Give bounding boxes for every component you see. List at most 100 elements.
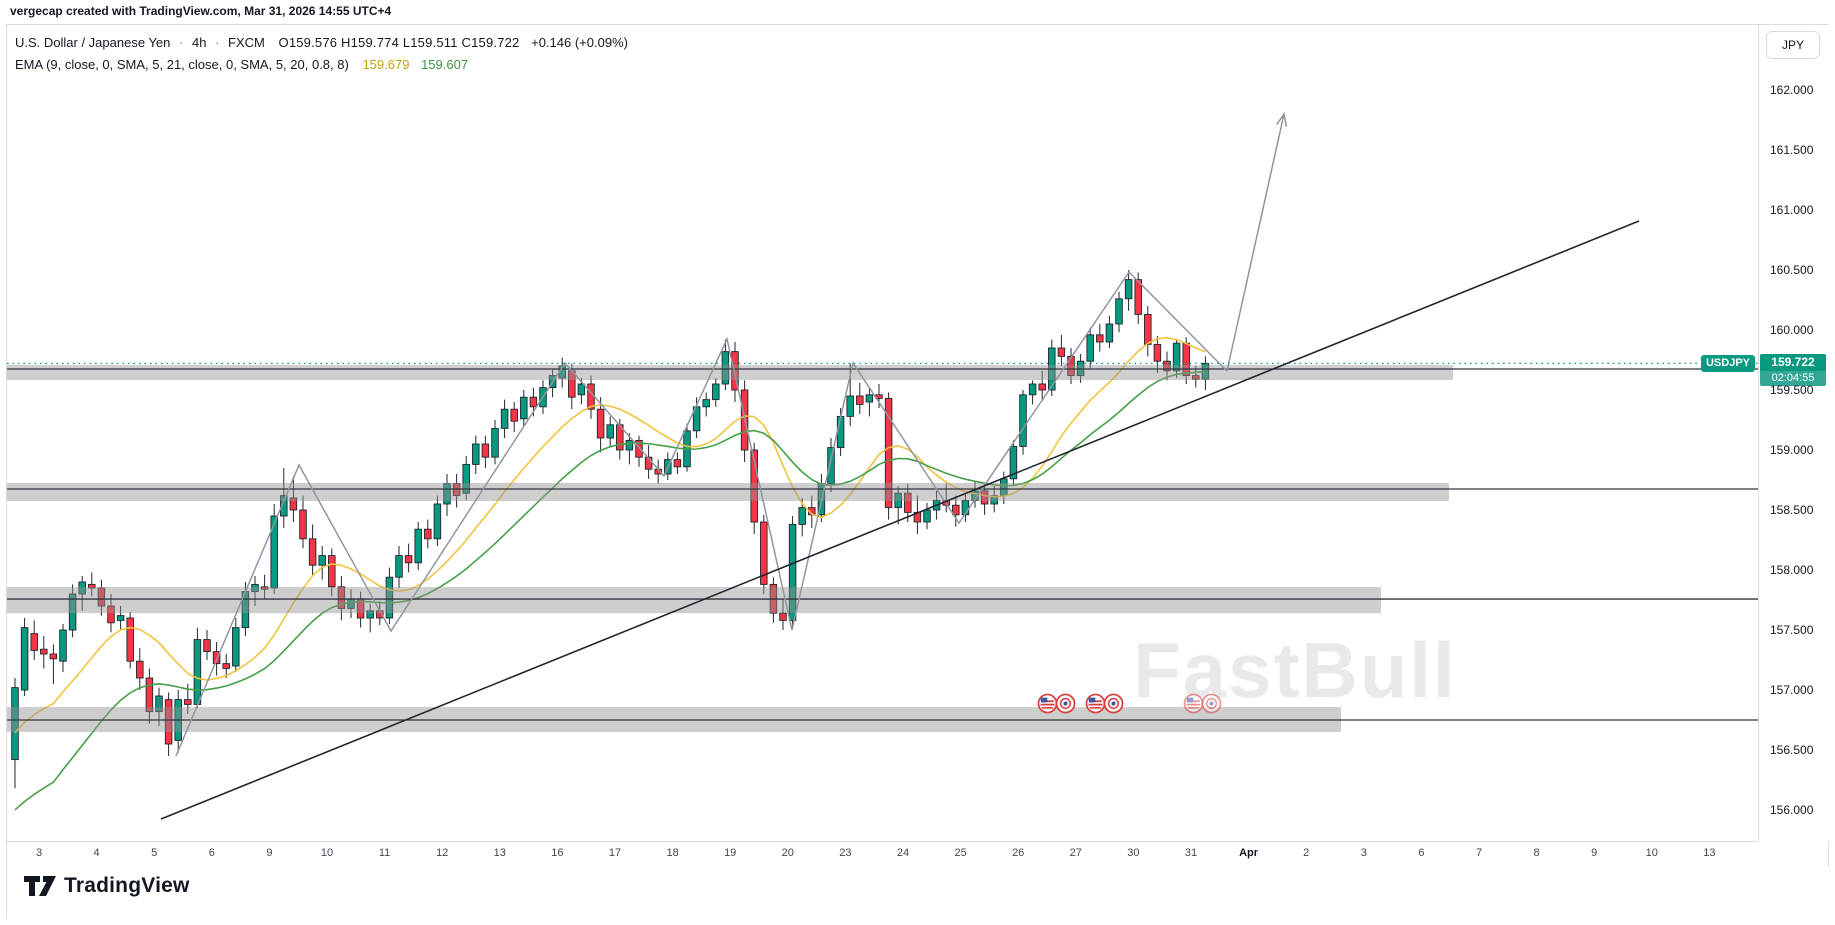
- candle: [462, 456, 470, 501]
- tradingview-logo-icon: [24, 876, 56, 896]
- candle: [884, 392, 893, 520]
- candle: [328, 548, 336, 597]
- candle: [68, 584, 77, 638]
- date-tick-label: 20: [781, 847, 794, 859]
- ema-fast-line: [14, 336, 1206, 734]
- candle: [472, 435, 480, 474]
- date-tick-label: 13: [493, 847, 506, 859]
- candle: [30, 620, 38, 660]
- price-tick-label: 158.500: [1770, 503, 1814, 517]
- price-axis[interactable]: JPY 159.722 02:04:55 162.000 161.500 161.0…: [1758, 25, 1829, 841]
- candle: [193, 627, 202, 708]
- date-tick-label: 23: [839, 847, 852, 859]
- currency-toggle-button[interactable]: JPY: [1766, 31, 1820, 59]
- date-tick-label: 18: [666, 847, 679, 859]
- tradingview-logo[interactable]: TradingView: [23, 873, 190, 899]
- date-tick-label: 7: [1475, 847, 1483, 859]
- chart-widget: FastBull U.S. Dollar / Japanese Yen · 4h…: [6, 24, 1830, 919]
- us-flag-icon[interactable]: [1085, 693, 1106, 714]
- event-target-icon[interactable]: [1103, 693, 1124, 714]
- candle: [404, 543, 413, 573]
- date-tick-label: 12: [436, 847, 449, 859]
- symbol-title: U.S. Dollar / Japanese Yen: [15, 35, 171, 50]
- candle: [635, 435, 643, 467]
- candle: [260, 574, 269, 599]
- candle: [904, 483, 912, 522]
- candle: [1172, 339, 1181, 378]
- candle: [1153, 336, 1162, 374]
- event-target-icon[interactable]: [1055, 693, 1076, 714]
- chart-canvas[interactable]: [7, 25, 1758, 841]
- candle: [520, 390, 528, 426]
- date-tick-label: 5: [151, 847, 158, 859]
- candle: [78, 576, 86, 611]
- chart-plot-area[interactable]: FastBull U.S. Dollar / Japanese Yen · 4h…: [7, 25, 1758, 841]
- date-tick-label: 6: [208, 847, 215, 859]
- candle: [1105, 315, 1114, 348]
- zigzag-pattern-line[interactable]: [175, 270, 1228, 757]
- date-tick-label: 10: [1645, 847, 1658, 859]
- price-tick-label: 159.000: [1770, 443, 1814, 457]
- date-tick-label: Apr: [1239, 847, 1259, 859]
- candle: [721, 339, 730, 390]
- date-tick-label: 9: [266, 847, 273, 859]
- date-tick-label: 13: [1703, 847, 1716, 859]
- date-tick-label: 8: [1533, 847, 1540, 859]
- current-price-value: 159.722: [1760, 354, 1826, 371]
- candle: [11, 678, 19, 789]
- time-axis[interactable]: 3 4 5 6 9 10 11 12 13 16 17 18 19 20 23 24 25 26 27 30 31 Apr…: [7, 841, 1758, 868]
- candle: [952, 495, 960, 527]
- brand-name: TradingView: [64, 874, 190, 897]
- current-price-badge: 159.722 02:04:55: [1760, 354, 1826, 386]
- candle: [59, 624, 67, 672]
- candle: [299, 495, 307, 549]
- candle: [251, 576, 259, 606]
- date-tick-label: 3: [1360, 847, 1367, 859]
- exchange-label: FXCM: [228, 35, 265, 50]
- projection-arrow-line[interactable]: [1226, 113, 1285, 372]
- timeframe-label: 4h: [191, 35, 207, 50]
- candle: [88, 572, 96, 597]
- symbol-legend-row[interactable]: U.S. Dollar / Japanese Yen · 4h · FXCM O…: [15, 32, 628, 54]
- candle: [1028, 380, 1037, 405]
- legend-separator: ·: [179, 35, 184, 50]
- supply-demand-zone[interactable]: [7, 365, 1453, 381]
- candle: [1057, 334, 1066, 366]
- candle: [308, 524, 317, 576]
- candle: [865, 387, 874, 417]
- candle: [702, 392, 710, 417]
- date-tick-label: 6: [1418, 847, 1425, 859]
- price-tick-label: 158.000: [1770, 563, 1814, 577]
- change-readout: +0.146 (+0.09%): [531, 35, 628, 50]
- candle: [625, 433, 634, 465]
- candle: [596, 397, 605, 453]
- candle: [385, 567, 394, 624]
- candle: [856, 382, 864, 414]
- supply-demand-zone[interactable]: [7, 587, 1381, 614]
- date-tick-label: 17: [608, 847, 622, 859]
- bar-countdown: 02:04:55: [1760, 371, 1826, 386]
- candle: [913, 495, 922, 534]
- candle: [1009, 440, 1018, 486]
- candle: [164, 692, 173, 756]
- event-target-icon[interactable]: [1201, 693, 1222, 714]
- creation-caption: vergecap created with TradingView.com, M…: [10, 4, 392, 18]
- ascending-trendline[interactable]: [160, 220, 1640, 820]
- date-tick-label: 16: [551, 847, 564, 859]
- supply-demand-zone[interactable]: [7, 483, 1449, 501]
- date-tick-label: 9: [1591, 847, 1598, 859]
- candle: [366, 603, 374, 633]
- date-tick-label: 19: [724, 847, 737, 859]
- candle: [289, 476, 298, 522]
- date-tick-label: 10: [320, 847, 334, 859]
- date-tick-label: 4: [93, 847, 100, 859]
- ema-legend-row[interactable]: EMA (9, close, 0, SMA, 5, 21, close, 0, …: [15, 54, 628, 76]
- candle: [203, 630, 211, 660]
- candle: [894, 486, 902, 525]
- candle: [491, 420, 499, 465]
- candle: [145, 668, 154, 724]
- ema-fast-value: 159.679: [362, 57, 410, 72]
- candle: [40, 636, 48, 669]
- candle: [788, 516, 797, 628]
